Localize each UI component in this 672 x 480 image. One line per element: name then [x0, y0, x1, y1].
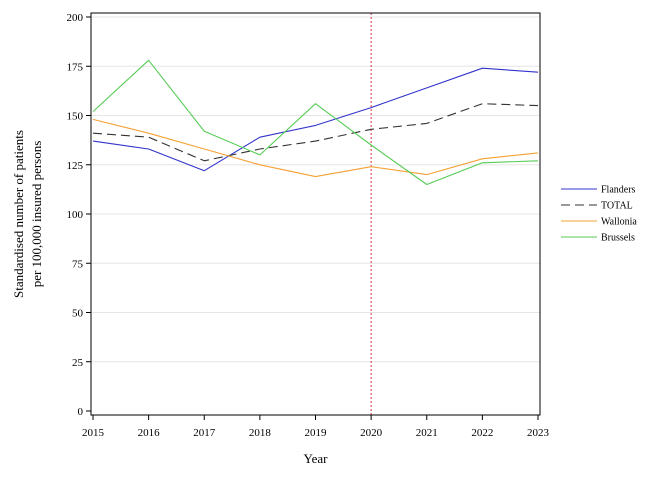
series-line-total	[92, 103, 539, 162]
y-tick-label: 50	[72, 308, 84, 320]
y-tick-label: 75	[72, 258, 84, 270]
x-tick-label: 2021	[416, 427, 438, 439]
series-line-brussels	[92, 59, 539, 186]
y-axis-title-line: Standardised number of patients	[11, 130, 26, 298]
legend: Flanders TOTAL Wallonia Brussels	[561, 185, 637, 244]
x-tick-label: 2018	[249, 427, 272, 439]
x-tick-label: 2015	[82, 427, 105, 439]
x-tick-label: 2022	[471, 427, 493, 439]
y-axis-title: Standardised number of patients per 100,0…	[11, 130, 44, 298]
series-line-flanders	[92, 67, 539, 172]
y-axis-title-line: per 100,000 insured persons	[29, 141, 44, 288]
series-lines	[92, 59, 539, 186]
x-tick-label: 2017	[193, 427, 216, 439]
y-axis: 0 25 50 75 100 125 150 175 200	[67, 12, 91, 418]
x-tick-label: 2019	[305, 427, 328, 439]
legend-label-flanders: Flanders	[601, 185, 636, 196]
x-tick-label: 2016	[138, 427, 161, 439]
y-tick-label: 0	[78, 406, 84, 418]
x-tick-label: 2020	[360, 427, 383, 439]
x-tick-label: 2023	[527, 427, 550, 439]
series-line-wallonia	[92, 118, 539, 178]
y-tick-label: 100	[67, 209, 84, 221]
grid-lines	[91, 16, 540, 363]
y-tick-label: 125	[67, 160, 84, 172]
legend-label-wallonia: Wallonia	[601, 217, 637, 228]
legend-label-total: TOTAL	[601, 201, 633, 212]
y-tick-label: 150	[67, 111, 84, 123]
y-tick-label: 25	[72, 357, 84, 369]
y-tick-label: 200	[67, 12, 84, 24]
x-axis-title: Year	[304, 451, 329, 466]
y-tick-label: 175	[67, 61, 84, 73]
x-axis: 2015 2016 2017 2018 2019 2020 2021 2022 2023	[82, 415, 550, 439]
legend-label-brussels: Brussels	[601, 233, 635, 244]
